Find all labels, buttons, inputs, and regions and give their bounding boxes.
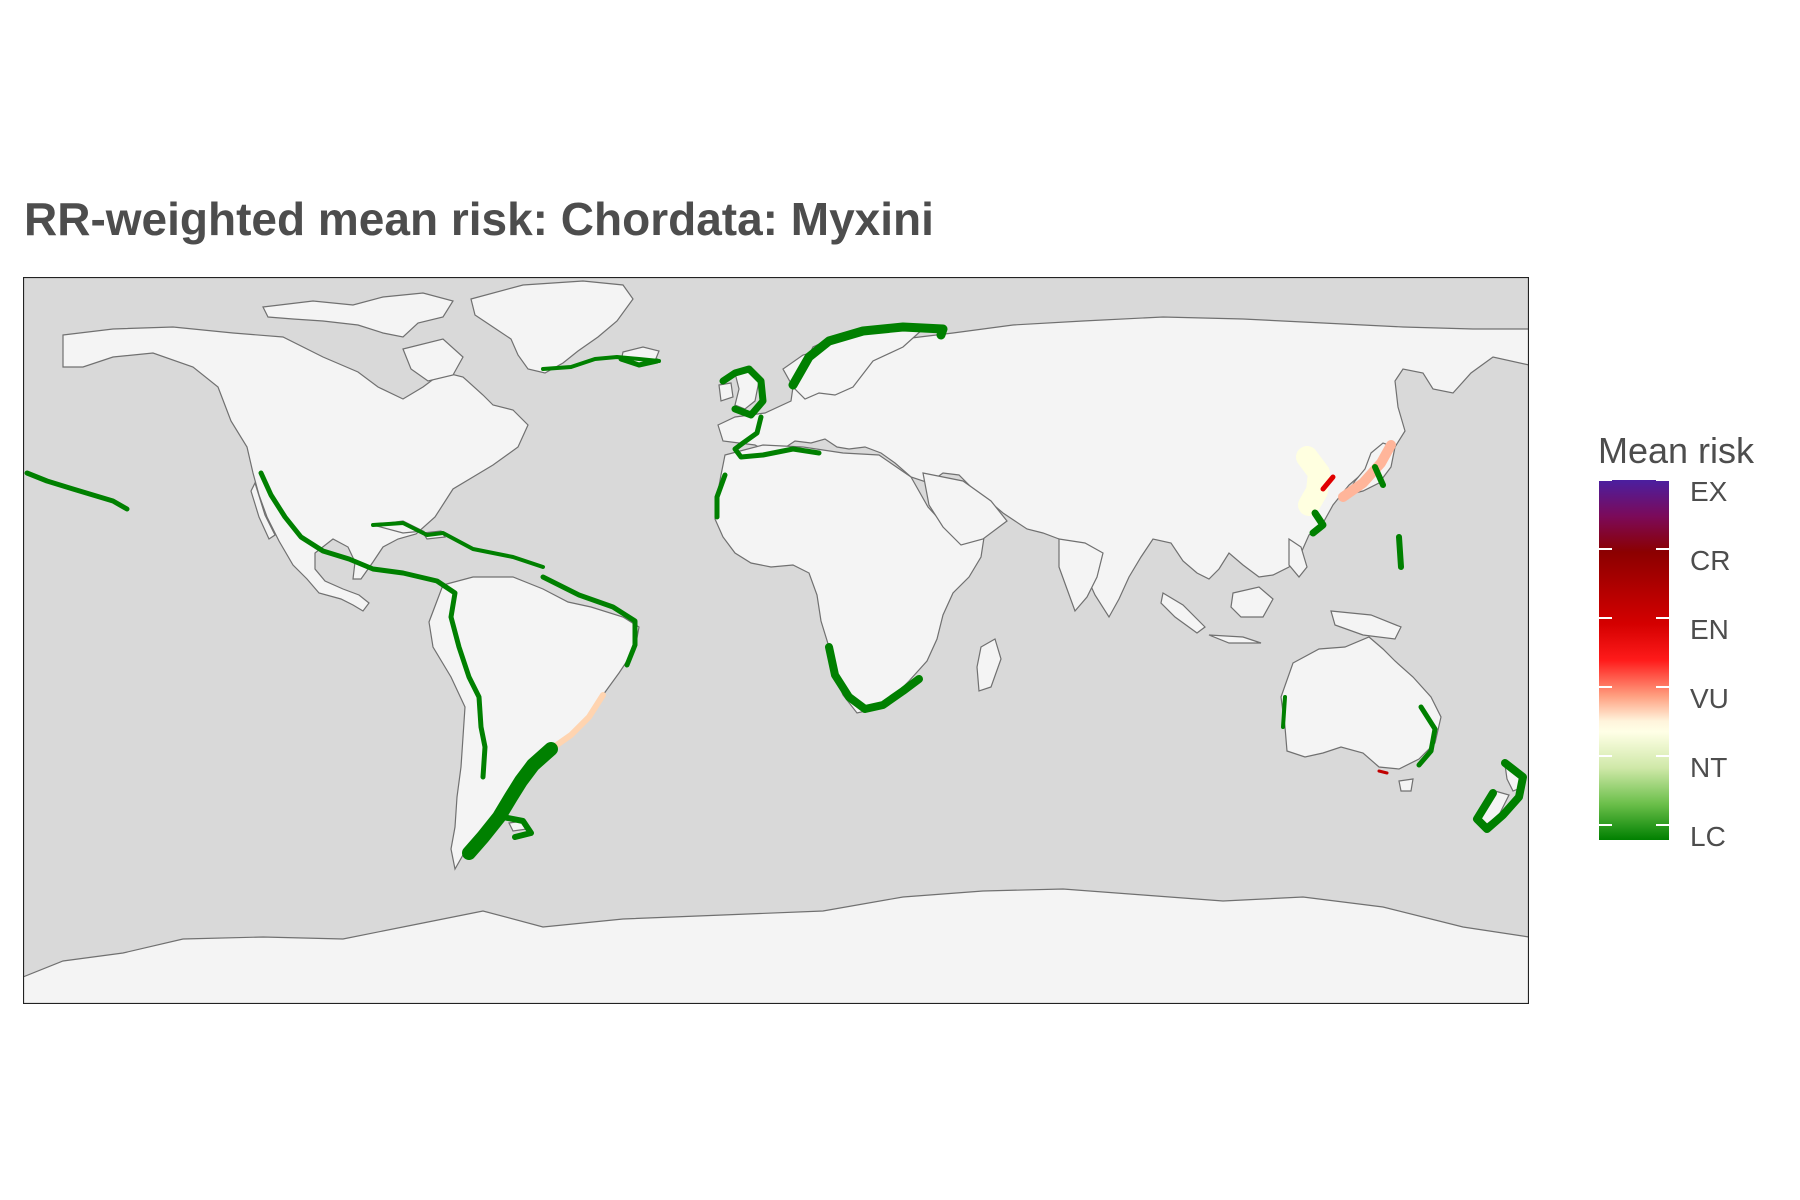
risk-band-yellow-sea: [1296, 446, 1330, 516]
risk-band-pacific-americas: [258, 470, 488, 780]
risk-band-w-australia: [1281, 695, 1287, 729]
risk-band-ne-brazil: [540, 574, 638, 668]
landmass-borneo: [1230, 586, 1274, 618]
risk-band-southern-africa: [825, 643, 923, 713]
landmass-antarctica: [23, 888, 1529, 1004]
risk-band-nw-africa: [714, 472, 728, 520]
landmass-baja: [250, 481, 276, 540]
risk-band-new-zealand: [1473, 759, 1527, 833]
legend-label-en: EN: [1690, 614, 1729, 645]
landmass-madagascar: [976, 638, 1002, 692]
landmass-java: [1208, 634, 1262, 644]
risk-overlay: [24, 322, 1527, 860]
risk-band-caribbean: [371, 521, 545, 569]
landmass-india: [1058, 538, 1104, 613]
risk-band-se-brazil: [548, 692, 606, 752]
legend-label-cr: CR: [1690, 545, 1731, 576]
risk-band-hawaii: [24, 470, 130, 512]
legend: Mean risk EX CR EN VU NT LC: [1598, 430, 1798, 852]
landmass-baffin: [402, 338, 464, 382]
landmass-arabia: [922, 472, 1008, 546]
risk-band-norway: [788, 322, 948, 390]
legend-label-nt: NT: [1690, 752, 1728, 783]
risk-band-british-isles: [719, 365, 767, 419]
landmass-tasmania: [1398, 778, 1414, 792]
legend-colorbar: [1599, 480, 1669, 840]
risk-band-iceland: [618, 356, 660, 368]
world-map: [23, 277, 1529, 1004]
chart-title: RR-weighted mean risk: Chordata: Myxini: [24, 193, 934, 245]
landmass-greenland: [470, 280, 634, 374]
legend-label-vu: VU: [1690, 683, 1729, 714]
map-frame: [23, 277, 1529, 1004]
landmass-arctic-islands: [262, 292, 454, 338]
map-panel: [23, 277, 1529, 1004]
risk-band-iberia: [732, 414, 822, 460]
risk-band-bonin: [1372, 464, 1404, 570]
risk-band-patagonia: [462, 742, 558, 860]
risk-band-se-australia: [1416, 704, 1438, 768]
risk-band-japan: [1338, 440, 1396, 502]
legend-label-ex: EX: [1690, 476, 1728, 507]
landmass-ireland: [718, 382, 734, 402]
risk-band-tasmania: [1377, 769, 1389, 775]
legend-label-lc: LC: [1690, 821, 1726, 852]
landmass-philippines: [1288, 537, 1308, 578]
landmass-new-guinea: [1330, 610, 1402, 640]
landmass-sumatra: [1160, 592, 1206, 634]
landmass-eurasia: [717, 316, 1529, 619]
legend-title: Mean risk: [1598, 430, 1755, 471]
landmass-australia: [1280, 636, 1442, 770]
risk-band-greenland: [541, 355, 661, 371]
risk-band-taiwan: [1309, 509, 1327, 537]
risk-band-falklands: [500, 814, 534, 840]
risk-band-korea: [1320, 474, 1336, 492]
